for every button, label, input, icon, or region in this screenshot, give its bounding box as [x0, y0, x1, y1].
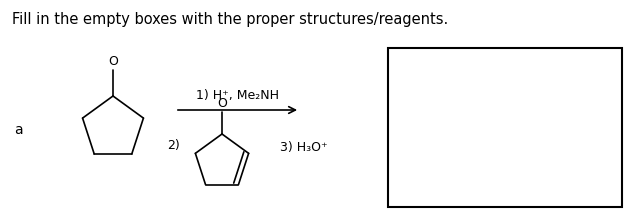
Text: 3) H₃O⁺: 3) H₃O⁺: [280, 141, 328, 154]
Text: 2): 2): [167, 139, 180, 152]
Text: 1) H⁺, Me₂NH: 1) H⁺, Me₂NH: [196, 89, 278, 102]
Text: O: O: [108, 55, 118, 68]
Text: a: a: [14, 123, 23, 137]
Text: O: O: [217, 97, 227, 110]
Bar: [388, 48, 622, 207]
Text: Fill in the empty boxes with the proper structures/reagents.: Fill in the empty boxes with the proper …: [12, 12, 448, 27]
